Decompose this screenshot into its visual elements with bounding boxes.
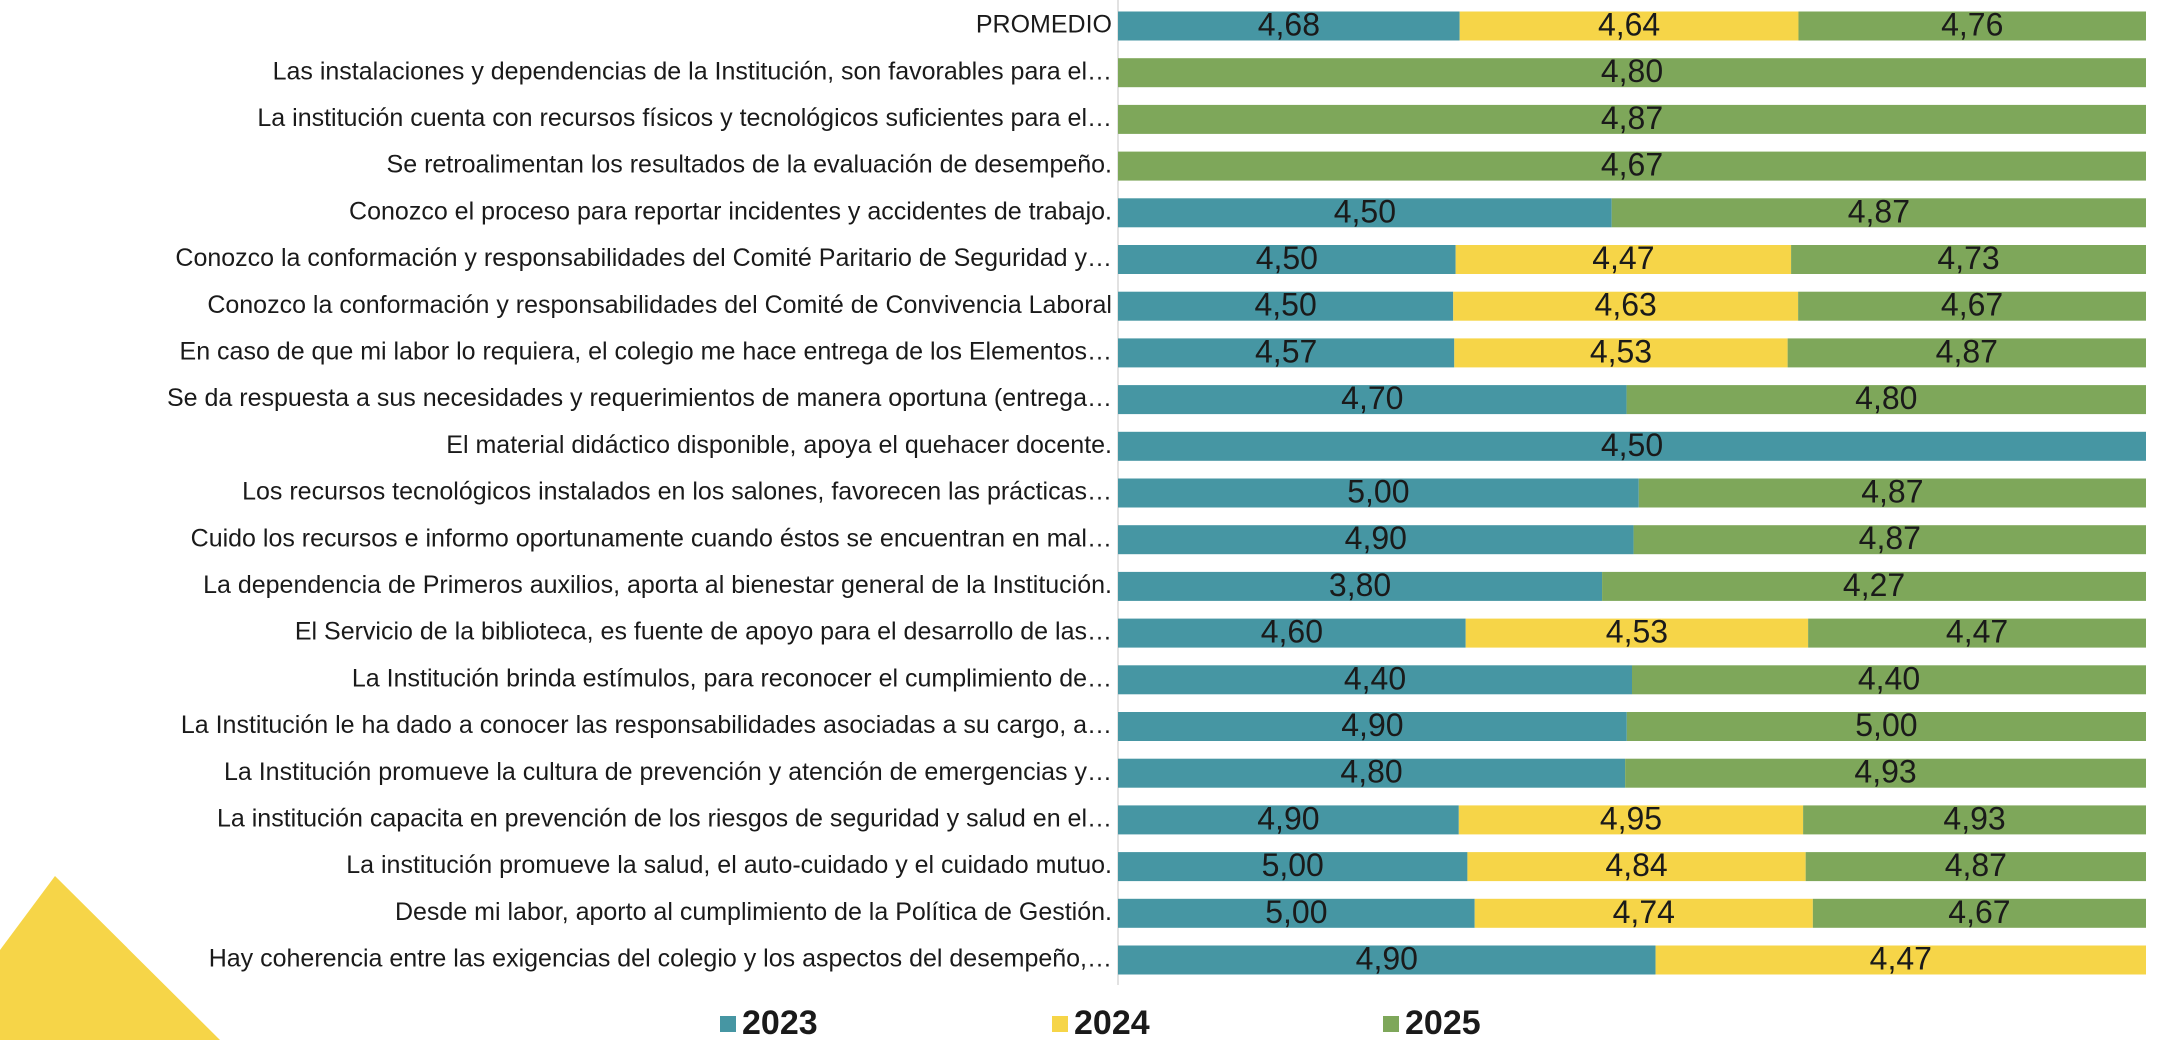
category-label: Las instalaciones y dependencias de la I…: [273, 57, 1112, 85]
value-label: 4,80: [1340, 754, 1402, 790]
value-label: 4,80: [1855, 380, 1917, 416]
category-label: La dependencia de Primeros auxilios, apo…: [203, 571, 1112, 599]
value-label: 3,80: [1329, 567, 1391, 603]
value-label: 4,57: [1255, 333, 1317, 369]
legend-swatch: [1052, 1016, 1068, 1032]
value-label: 4,93: [1943, 800, 2005, 836]
category-label: La institución cuenta con recursos físic…: [257, 104, 1112, 132]
value-label: 4,84: [1605, 847, 1667, 883]
legend-swatch: [720, 1016, 736, 1032]
value-label: 4,60: [1261, 614, 1323, 650]
value-label: 4,74: [1613, 894, 1675, 930]
category-label: La Institución le ha dado a conocer las …: [181, 711, 1112, 739]
chart: PROMEDIO 4,68 4,64 4,76 Las instalaciones y …: [0, 0, 2157, 1040]
value-label: 4,90: [1341, 707, 1403, 743]
value-label: 5,00: [1347, 473, 1409, 509]
value-label: 5,00: [1262, 847, 1324, 883]
value-label: 4,40: [1858, 660, 1920, 696]
value-label: 4,93: [1854, 754, 1916, 790]
legend-label: 2024: [1074, 1004, 1150, 1040]
value-label: 4,63: [1595, 287, 1657, 323]
value-label: 4,50: [1334, 193, 1396, 229]
value-label: 4,90: [1356, 940, 1418, 976]
value-label: 4,47: [1592, 240, 1654, 276]
category-label: La institución promueve la salud, el aut…: [346, 851, 1112, 879]
value-label: 4,87: [1601, 100, 1663, 136]
category-label: Cuido los recursos e informo oportunamen…: [191, 524, 1112, 552]
category-label: Conozco la conformación y responsabilida…: [175, 244, 1112, 272]
value-label: 4,27: [1843, 567, 1905, 603]
legend-label: 2023: [742, 1004, 818, 1040]
value-label: 4,64: [1598, 6, 1660, 42]
value-label: 4,90: [1257, 800, 1319, 836]
category-label: La Institución brinda estímulos, para re…: [352, 664, 1112, 692]
category-label: Hay coherencia entre las exigencias del …: [209, 945, 1112, 973]
legend-label: 2025: [1405, 1004, 1481, 1040]
value-label: 5,00: [1265, 894, 1327, 930]
category-label: Conozco la conformación y responsabilida…: [207, 291, 1112, 319]
value-label: 4,47: [1870, 940, 1932, 976]
value-label: 4,90: [1345, 520, 1407, 556]
category-label: Los recursos tecnológicos instalados en …: [242, 478, 1112, 506]
category-label: La Institución promueve la cultura de pr…: [224, 758, 1112, 786]
value-label: 4,76: [1941, 6, 2003, 42]
value-label: 4,67: [1941, 287, 2003, 323]
value-label: 4,53: [1590, 333, 1652, 369]
decoration-triangle: [0, 876, 220, 1040]
legend-swatch: [1383, 1016, 1399, 1032]
category-label: El Servicio de la biblioteca, es fuente …: [295, 618, 1112, 646]
value-label: 4,70: [1341, 380, 1403, 416]
category-label: El material didáctico disponible, apoya …: [446, 431, 1112, 459]
value-label: 4,87: [1859, 520, 1921, 556]
value-label: 4,73: [1937, 240, 1999, 276]
category-label: Se da respuesta a sus necesidades y requ…: [167, 384, 1112, 412]
value-label: 4,47: [1946, 614, 2008, 650]
value-label: 4,68: [1258, 6, 1320, 42]
value-label: 4,67: [1601, 147, 1663, 183]
value-label: 4,40: [1344, 660, 1406, 696]
value-label: 4,50: [1256, 240, 1318, 276]
value-label: 4,87: [1936, 333, 1998, 369]
value-label: 4,87: [1848, 193, 1910, 229]
value-label: 4,50: [1601, 427, 1663, 463]
value-label: 4,53: [1606, 614, 1668, 650]
value-label: 4,50: [1254, 287, 1316, 323]
value-label: 4,80: [1601, 53, 1663, 89]
value-label: 4,87: [1945, 847, 2007, 883]
value-label: 4,67: [1948, 894, 2010, 930]
value-label: 4,95: [1600, 800, 1662, 836]
value-label: 4,87: [1861, 473, 1923, 509]
category-label: Se retroalimentan los resultados de la e…: [387, 151, 1112, 179]
category-label: PROMEDIO: [976, 11, 1112, 39]
category-label: Desde mi labor, aporto al cumplimiento d…: [395, 898, 1112, 926]
category-label: En caso de que mi labor lo requiera, el …: [180, 338, 1112, 366]
value-label: 5,00: [1855, 707, 1917, 743]
category-label: La institución capacita en prevención de…: [217, 805, 1112, 833]
category-label: Conozco el proceso para reportar inciden…: [349, 197, 1112, 225]
